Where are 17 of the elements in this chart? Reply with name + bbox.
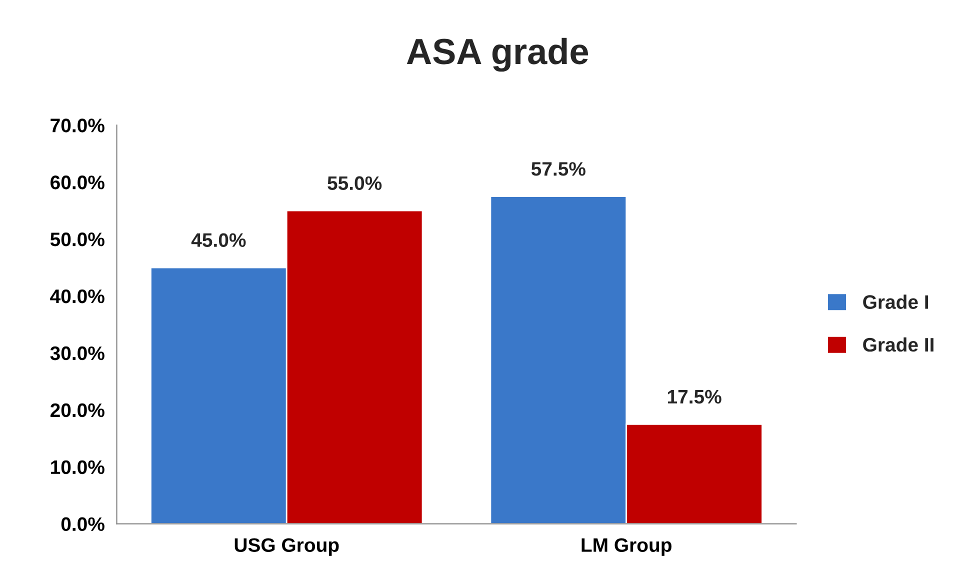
y-tick-label: 70.0% [50,118,104,132]
y-tick-label: 0.0% [61,517,104,532]
y-tick-label: 10.0% [51,460,104,474]
x-tick-label: USG Group [234,538,339,556]
data-label: 17.5% [668,390,722,404]
data-label: 45.0% [191,233,246,247]
y-tick-label: 20.0% [50,403,104,418]
y-tick-label: 30.0% [50,346,104,360]
data-label: 55.0% [328,176,382,190]
y-tick-label: 60.0% [50,176,104,190]
data-label: 57.5% [531,162,586,176]
y-tick-label: 40.0% [50,289,104,304]
chart-title: ASA grade [406,38,588,72]
legend-label: Grade II [863,337,934,352]
y-tick-label: 50.0% [50,232,104,246]
legend-label: Grade I [863,294,928,309]
x-tick-label: LM Group [582,538,672,556]
